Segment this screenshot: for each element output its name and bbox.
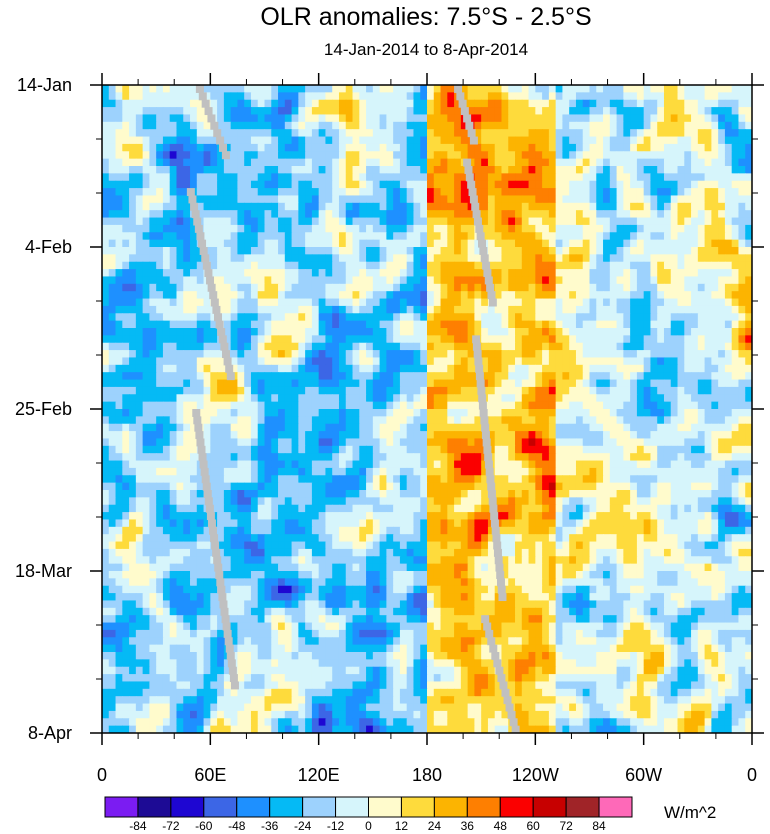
colorbar-label: -36 — [261, 819, 279, 833]
x-tick-label: 60E — [194, 765, 226, 785]
anomaly-field — [102, 85, 752, 733]
axes: 0 60E 120E 180 120W 60W 0 14-Jan 4-Feb 25-Feb 18-M… — [15, 73, 764, 785]
colorbar-label: -24 — [294, 819, 312, 833]
colorbar-swatch — [565, 796, 600, 818]
colorbar-swatch — [598, 796, 633, 818]
x-tick-label: 60W — [625, 765, 662, 785]
colorbar-label: 84 — [592, 819, 606, 833]
y-tick-label: 8-Apr — [28, 723, 72, 743]
colorbar-label: -72 — [162, 819, 180, 833]
colorbar-swatch — [203, 796, 238, 818]
x-tick-label: 120E — [298, 765, 340, 785]
colorbar-swatch — [104, 796, 139, 818]
colorbar-swatch — [170, 796, 205, 818]
colorbar-swatch — [137, 796, 172, 818]
colorbar-label: 12 — [395, 819, 409, 833]
y-tick-label: 18-Mar — [15, 561, 72, 581]
chart-subtitle: 14-Jan-2014 to 8-Apr-2014 — [323, 40, 529, 59]
colorbar-label: -12 — [327, 819, 345, 833]
colorbar-swatch — [236, 796, 271, 818]
colorbar-units: W/m^2 — [664, 803, 717, 822]
x-tick-label: 180 — [412, 765, 442, 785]
colorbar-label: 0 — [365, 819, 372, 833]
colorbar-swatch — [499, 796, 534, 818]
colorbar-label: -60 — [195, 819, 213, 833]
colorbar-swatch — [466, 796, 501, 818]
colorbar-label: 36 — [461, 819, 475, 833]
colorbar-swatch — [532, 796, 567, 818]
colorbar-label: 24 — [428, 819, 442, 833]
colorbar-label: 48 — [494, 819, 508, 833]
chart-title: OLR anomalies: 7.5°S - 2.5°S — [260, 3, 592, 31]
colorbar-swatch — [400, 796, 435, 818]
colorbar-swatch — [269, 796, 304, 818]
colorbar-swatch — [368, 796, 402, 818]
colorbar-swatch — [335, 796, 369, 818]
colorbar-label: -48 — [228, 819, 246, 833]
colorbar: -84 -72 -60 -48 -36 -24 -12 0 12 24 36 48 60 72 84 — [104, 796, 633, 833]
x-tick-label: 0 — [747, 765, 757, 785]
colorbar-swatch — [302, 796, 337, 818]
x-tick-label: 120W — [512, 765, 559, 785]
colorbar-label: 72 — [559, 819, 573, 833]
colorbar-label: -84 — [129, 819, 147, 833]
x-tick-label: 0 — [97, 765, 107, 785]
colorbar-label: 60 — [527, 819, 541, 833]
y-tick-label: 14-Jan — [17, 75, 72, 95]
y-tick-label: 25-Feb — [15, 399, 72, 419]
colorbar-swatch — [433, 796, 468, 818]
y-tick-label: 4-Feb — [25, 237, 72, 257]
